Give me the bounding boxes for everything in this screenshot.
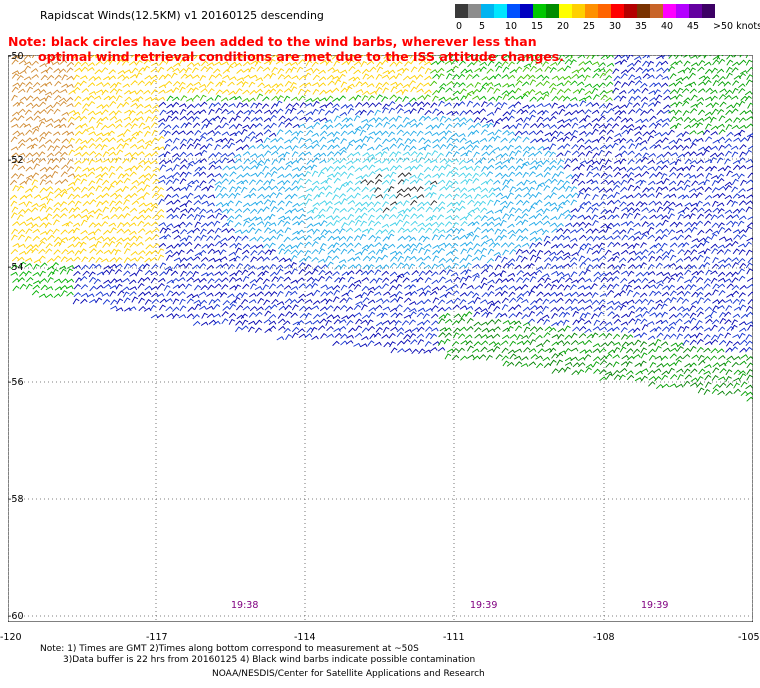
legend-label: 25: [583, 21, 596, 32]
lat-label-56: -56: [8, 377, 24, 388]
legend-label: 10: [505, 21, 518, 32]
lat-label-60: -60: [8, 611, 24, 622]
lon-label-117: -117: [146, 632, 168, 643]
legend-swatch: [702, 4, 715, 18]
legend-swatch: [520, 4, 533, 18]
lon-label-105: -105: [738, 632, 760, 643]
lat-lon-grid: [8, 55, 753, 622]
lon-label-111: -111: [443, 632, 465, 643]
lat-label-52: -52: [8, 155, 24, 166]
lat-label-58: -58: [8, 494, 24, 505]
legend-swatch: [507, 4, 520, 18]
legend-swatch: [559, 4, 572, 18]
legend-swatch: [585, 4, 598, 18]
footer-note-1: Note: 1) Times are GMT 2)Times along bot…: [40, 644, 419, 654]
legend-swatch: [637, 4, 650, 18]
legend-label: 35: [635, 21, 648, 32]
time-label-2: 19:39: [470, 600, 498, 611]
note-line-2: optimal wind retrieval conditions are me…: [38, 49, 564, 64]
legend-swatch: [572, 4, 585, 18]
legend-label: 45: [687, 21, 700, 32]
legend-label: 0: [456, 21, 463, 32]
note-line-1: Note: black circles have been added to t…: [8, 34, 537, 49]
legend-swatch: [494, 4, 507, 18]
legend-label: 15: [531, 21, 544, 32]
legend-label: 5: [479, 21, 486, 32]
legend-swatch: [689, 4, 702, 18]
wind-barb-map[interactable]: [8, 55, 753, 622]
lat-label-50: -50: [8, 51, 24, 62]
legend-swatch: [663, 4, 676, 18]
legend-label: 40: [661, 21, 674, 32]
legend-swatch: [624, 4, 637, 18]
time-label-1: 19:38: [231, 600, 259, 611]
legend-swatch: [481, 4, 494, 18]
legend-swatch: [676, 4, 689, 18]
legend-swatch: [546, 4, 559, 18]
legend-swatch: [598, 4, 611, 18]
legend-swatch: [455, 4, 468, 18]
legend-swatch: [611, 4, 624, 18]
legend-label: 20: [557, 21, 570, 32]
footer-credit: NOAA/NESDIS/Center for Satellite Applica…: [212, 669, 485, 679]
lon-label-108: -108: [593, 632, 615, 643]
product-title: Rapidscat Winds(12.5KM) v1 20160125 desc…: [40, 9, 324, 22]
time-label-3: 19:39: [641, 600, 669, 611]
legend-label: 30: [609, 21, 622, 32]
lon-label-114: -114: [294, 632, 316, 643]
legend-swatch: [650, 4, 663, 18]
legend-swatch: [468, 4, 481, 18]
legend-swatch: [533, 4, 546, 18]
footer-note-2: 3)Data buffer is 22 hrs from 20160125 4)…: [63, 655, 476, 665]
legend-label: >50 knots: [713, 21, 760, 32]
lon-label-120: -120: [0, 632, 22, 643]
lat-label-54: -54: [8, 262, 24, 273]
